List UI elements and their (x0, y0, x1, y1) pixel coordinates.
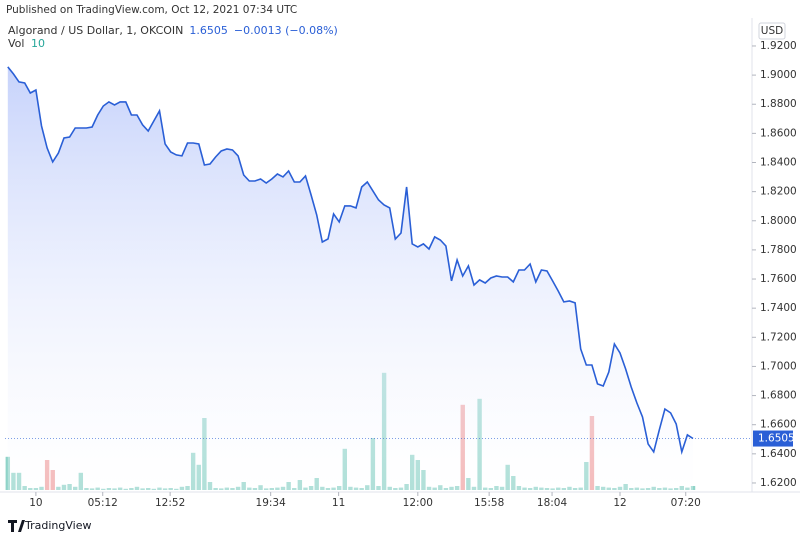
y-tick-label: 1.7000 (760, 360, 797, 372)
y-tick-label: 1.7600 (760, 273, 797, 285)
last-price-label: 1.6505 (758, 433, 795, 445)
y-tick-label: 1.9200 (760, 40, 797, 52)
tv-logo (8, 520, 25, 532)
x-tick-label: 10 (29, 497, 42, 509)
y-tick-label: 1.8200 (760, 186, 797, 198)
footer: TradingView (24, 519, 91, 532)
y-tick-label: 1.6800 (760, 390, 797, 402)
y-tick-label: 1.7400 (760, 302, 797, 314)
x-tick-label: 11 (332, 497, 345, 509)
currency: USD (761, 25, 783, 37)
volume-legend-value: 10 (31, 37, 45, 50)
x-tick-label: 05:12 (88, 497, 118, 509)
price-line (7, 66, 694, 456)
volume-legend: Vol (8, 37, 24, 50)
x-tick-label: 07:20 (671, 497, 701, 509)
y-tick-label: 1.8600 (760, 127, 797, 139)
currency-box[interactable] (758, 22, 786, 40)
y-tick-label: 1.7200 (760, 331, 797, 343)
x-tick-label: 18:04 (537, 497, 568, 509)
x-tick-label: 12 (613, 497, 626, 509)
y-tick-label: 1.6200 (760, 477, 797, 489)
y-tick-label: 1.8000 (760, 215, 797, 227)
x-tick-label: 12:52 (155, 497, 185, 509)
x-tick-label: 15:58 (474, 497, 504, 509)
header: Published on TradingView.com, Oct 12, 20… (6, 4, 297, 16)
y-tick-label: 1.7800 (760, 244, 797, 256)
area (7, 66, 694, 493)
y-tick-label: 1.6600 (760, 419, 797, 431)
legend-title: Algorand / US Dollar, 1, OKCOIN (8, 24, 183, 37)
legend-price: 1.6505 (189, 24, 228, 37)
legend-change: −0.0013 (−0.08%) (234, 24, 338, 37)
y-tick-label: 1.8800 (760, 98, 797, 110)
y-tick-label: 1.6400 (760, 448, 797, 460)
last-price-box (753, 430, 793, 447)
y-tick-label: 1.8400 (760, 157, 797, 169)
x-tick-label: 19:34 (256, 497, 287, 509)
y-tick-label: 1.9000 (760, 69, 797, 81)
x-tick-label: 12:00 (403, 497, 433, 509)
volume-bar (690, 486, 696, 490)
